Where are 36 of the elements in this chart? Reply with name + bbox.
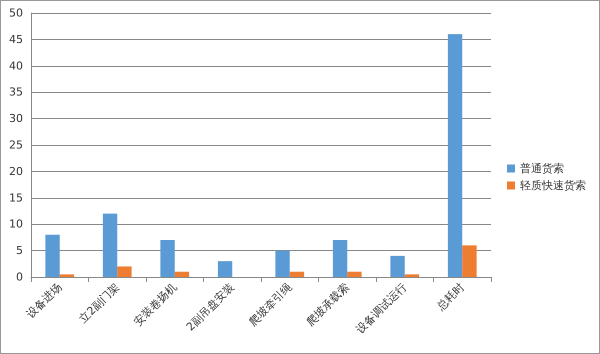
bar	[218, 261, 232, 277]
y-tick-label: 50	[9, 6, 23, 20]
y-tick-label: 20	[9, 164, 23, 178]
bar	[404, 274, 420, 277]
x-tick-label: 设备进场	[24, 280, 64, 321]
x-tick-label: 爬坡牵引绳	[246, 280, 294, 328]
bar	[102, 214, 118, 277]
y-tick-label: 10	[9, 218, 23, 231]
bar	[60, 274, 74, 277]
x-tick-label: 立2副门架	[76, 280, 122, 326]
bar	[290, 272, 304, 277]
bar	[117, 266, 132, 277]
bar	[390, 256, 405, 277]
bar	[275, 250, 290, 277]
y-tick-label: 30	[9, 112, 23, 126]
legend-label: 轻质快速货索	[520, 179, 586, 192]
bar	[332, 240, 348, 277]
bar	[160, 240, 175, 277]
x-tick-label: 安装卷扬机	[131, 280, 180, 328]
bar	[174, 272, 190, 277]
bar	[347, 272, 362, 277]
y-tick-label: 15	[9, 191, 23, 204]
bar	[462, 245, 477, 277]
y-tick-label: 25	[9, 138, 23, 152]
y-tick-label: 45	[9, 32, 23, 46]
y-tick-label: 5	[16, 244, 23, 258]
y-tick-label: 40	[9, 59, 23, 72]
bar	[448, 34, 462, 277]
x-tick-label: 设备调试运行	[353, 280, 410, 336]
y-tick-label: 0	[16, 270, 23, 284]
bar	[45, 234, 60, 277]
x-tick-label: 爬坡承载索	[304, 280, 352, 328]
legend-label: 普通货索	[520, 162, 564, 175]
x-tick-label: 总耗时	[434, 280, 467, 314]
y-tick-label: 35	[9, 86, 23, 99]
x-tick-label: 2副吊盘安装	[184, 280, 237, 334]
